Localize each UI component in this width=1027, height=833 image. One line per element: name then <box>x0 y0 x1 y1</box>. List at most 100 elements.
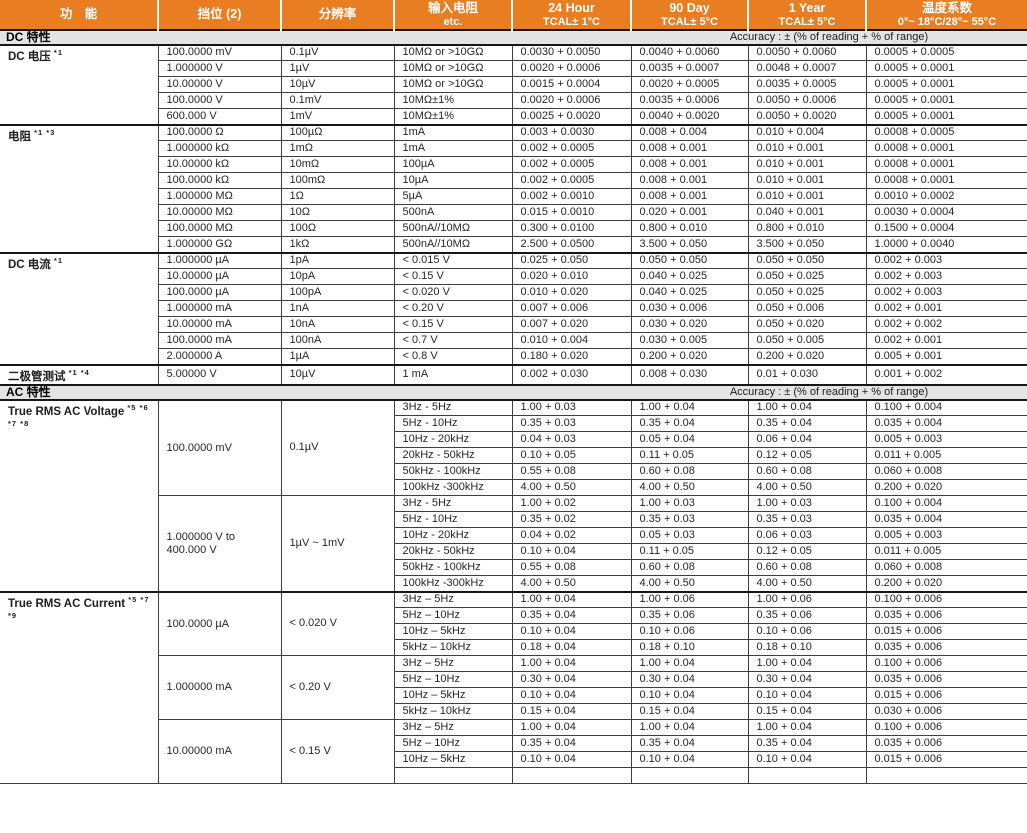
accuracy-24hour-cell: 0.35 + 0.04 <box>511 735 632 753</box>
accuracy-1year-cell: 0.12 + 0.05 <box>747 543 867 561</box>
spec-row: 10Hz – 5kHz 0.10 + 0.04 0.10 + 0.04 0.10 + … <box>0 687 1027 705</box>
col-header-label: 90 Day <box>669 1 710 16</box>
accuracy-24hour-cell: 0.300 + 0.0100 <box>511 220 632 238</box>
tempco-cell: 0.035 + 0.004 <box>865 415 1027 433</box>
resolution-cell: 1µV <box>280 60 395 78</box>
accuracy-90day-cell: 0.18 + 0.10 <box>630 639 749 657</box>
tempco-cell <box>865 767 1027 785</box>
input-or-frequency-cell: 5µA <box>393 188 513 206</box>
col-header-label: 挡位 (2) <box>197 7 242 22</box>
accuracy-1year-cell: 0.15 + 0.04 <box>747 703 867 721</box>
function-cell: True RMS AC Current *5 *7 *9 <box>0 590 159 785</box>
spec-row: 100.0000 kΩ 100mΩ 10µA 0.002 + 0.0005 0.008 … <box>0 172 1027 190</box>
col-header-sublabel: TCAL± 5°C <box>778 15 836 28</box>
function-footnote-refs: *1 *4 <box>65 367 90 377</box>
col-header-sublabel: 0°~ 18°C/28°~ 55°C <box>897 15 997 28</box>
col-header-label: 1 Year <box>788 1 826 16</box>
accuracy-90day-cell: 0.008 + 0.001 <box>630 172 749 190</box>
spec-row: 1.000000 V 1µV 10MΩ or >10GΩ 0.0020 + 0.000… <box>0 60 1027 78</box>
tempco-cell: 0.005 + 0.003 <box>865 431 1027 449</box>
accuracy-1year-cell: 0.18 + 0.10 <box>747 639 867 657</box>
accuracy-24hour-cell: 0.002 + 0.0005 <box>511 156 632 174</box>
range-cell: 100.0000 mA <box>158 332 282 350</box>
accuracy-90day-cell: 0.10 + 0.06 <box>630 623 749 641</box>
input-or-frequency-cell: 500nA//10MΩ <box>393 236 513 254</box>
col-header-function: 功 能 <box>0 0 159 30</box>
range-cell: 100.0000 MΩ <box>158 220 282 238</box>
tempco-cell: 0.035 + 0.006 <box>865 639 1027 657</box>
tempco-cell: 0.060 + 0.008 <box>865 559 1027 577</box>
spec-row: 1.000000 MΩ 1Ω 5µA 0.002 + 0.0010 0.008 + 0.… <box>0 188 1027 206</box>
function-label: 二极管测试 <box>8 370 66 383</box>
function-footnote-refs: *1 <box>50 255 63 265</box>
accuracy-24hour-cell: 0.10 + 0.04 <box>511 543 632 561</box>
accuracy-24hour-cell: 0.025 + 0.050 <box>511 251 632 270</box>
accuracy-90day-cell: 0.15 + 0.04 <box>630 703 749 721</box>
range-cell: 100.0000 mV <box>157 43 282 62</box>
accuracy-1year-cell: 1.00 + 0.04 <box>747 655 867 673</box>
range-cell: 10.00000 MΩ <box>158 204 282 222</box>
spec-row: 100.0000 MΩ 100Ω 500nA//10MΩ 0.300 + 0.0100… <box>0 220 1027 238</box>
input-or-frequency-cell: 3Hz – 5Hz <box>393 719 513 737</box>
resolution-cell: 100µΩ <box>280 123 395 142</box>
accuracy-24hour-cell: 1.00 + 0.02 <box>511 495 632 513</box>
spec-row: 10.00000 µA 10pA < 0.15 V 0.020 + 0.010 0.04… <box>0 268 1027 286</box>
accuracy-90day-cell: 0.040 + 0.025 <box>630 284 749 302</box>
tempco-cell: 0.0030 + 0.0004 <box>865 204 1027 222</box>
input-or-frequency-cell: 500nA//10MΩ <box>393 220 513 238</box>
accuracy-90day-cell: 4.00 + 0.50 <box>630 479 749 497</box>
accuracy-1year-cell: 0.60 + 0.08 <box>747 559 867 577</box>
resolution-cell: 10pA <box>280 268 395 286</box>
accuracy-24hour-cell: 0.35 + 0.02 <box>511 511 632 529</box>
spec-table: 功 能 挡位 (2) 分辨率 输入电阻 etc. 24 Hour TCAL± 1… <box>0 0 1027 785</box>
spec-row: 10Hz - 20kHz 0.04 + 0.03 0.05 + 0.04 0.06 +… <box>0 431 1027 449</box>
tempco-cell: 0.0005 + 0.0001 <box>865 76 1027 94</box>
col-header-tempco: 温度系数 0°~ 18°C/28°~ 55°C <box>866 0 1027 30</box>
accuracy-90day-cell: 0.35 + 0.06 <box>630 607 749 625</box>
resolution-cell: 1mV <box>280 108 395 126</box>
input-or-frequency-cell: < 0.15 V <box>393 316 513 334</box>
input-or-frequency-cell: 10Hz – 5kHz <box>394 623 513 641</box>
resolution-cell: 100pA <box>280 284 395 302</box>
col-header-sublabel: etc. <box>443 15 463 28</box>
tempco-cell: 0.035 + 0.006 <box>865 607 1027 625</box>
range-cell: 100.0000 Ω <box>157 123 282 142</box>
input-or-frequency-cell: 20kHz - 50kHz <box>394 543 513 561</box>
accuracy-90day-cell: 0.030 + 0.020 <box>630 316 749 334</box>
input-or-frequency-cell: 3Hz - 5Hz <box>393 495 513 513</box>
accuracy-24hour-cell: 0.0020 + 0.0006 <box>511 60 632 78</box>
resolution-cell: 1Ω <box>280 188 395 206</box>
accuracy-1year-cell: 0.0048 + 0.0007 <box>747 60 867 78</box>
accuracy-90day-cell: 0.11 + 0.05 <box>630 543 749 561</box>
tempco-cell: 0.005 + 0.003 <box>865 527 1027 545</box>
tempco-cell: 0.0008 + 0.0001 <box>865 140 1027 158</box>
accuracy-24hour-cell: 0.30 + 0.04 <box>511 671 632 689</box>
accuracy-24hour-cell: 0.180 + 0.020 <box>511 348 632 366</box>
accuracy-24hour-cell: 0.10 + 0.05 <box>511 447 632 465</box>
accuracy-1year-cell: 1.00 + 0.03 <box>747 495 867 513</box>
input-or-frequency-cell: 500nA <box>393 204 513 222</box>
accuracy-1year-cell: 3.500 + 0.050 <box>747 236 867 254</box>
input-or-frequency-cell: 100kHz -300kHz <box>394 575 513 593</box>
tempco-cell: 0.015 + 0.006 <box>865 623 1027 641</box>
range-cell: 10.00000 kΩ <box>158 156 282 174</box>
accuracy-24hour-cell <box>511 767 632 785</box>
function-cell: DC 电流 *1 <box>0 251 159 366</box>
resolution-cell: 1nA <box>280 300 395 318</box>
tempco-cell: 0.030 + 0.006 <box>865 703 1027 721</box>
accuracy-90day-cell: 1.00 + 0.03 <box>630 495 749 513</box>
spec-row: 5kHz – 10kHz 0.15 + 0.04 0.15 + 0.04 0.15 +… <box>0 703 1027 721</box>
range-cell: 1.000000 GΩ <box>158 236 282 254</box>
resolution-cell: 0.1µV <box>280 398 395 497</box>
accuracy-1year-cell: 0.010 + 0.001 <box>747 188 867 206</box>
input-or-frequency-cell: 1 mA <box>393 363 513 386</box>
tempco-cell: 0.200 + 0.020 <box>865 479 1027 497</box>
accuracy-90day-cell: 0.10 + 0.04 <box>630 687 749 705</box>
accuracy-24hour-cell: 1.00 + 0.04 <box>511 590 632 609</box>
range-cell: 100.0000 µA <box>157 590 282 657</box>
spec-row: 50kHz - 100kHz 0.55 + 0.08 0.60 + 0.08 0.60… <box>0 559 1027 577</box>
section-accuracy-note: Accuracy : ± (% of reading + % of range) <box>631 384 1027 401</box>
col-header-24hour: 24 Hour TCAL± 1°C <box>512 0 632 30</box>
input-or-frequency-cell: 20kHz - 50kHz <box>394 447 513 465</box>
input-or-frequency-cell: 50kHz - 100kHz <box>394 559 513 577</box>
